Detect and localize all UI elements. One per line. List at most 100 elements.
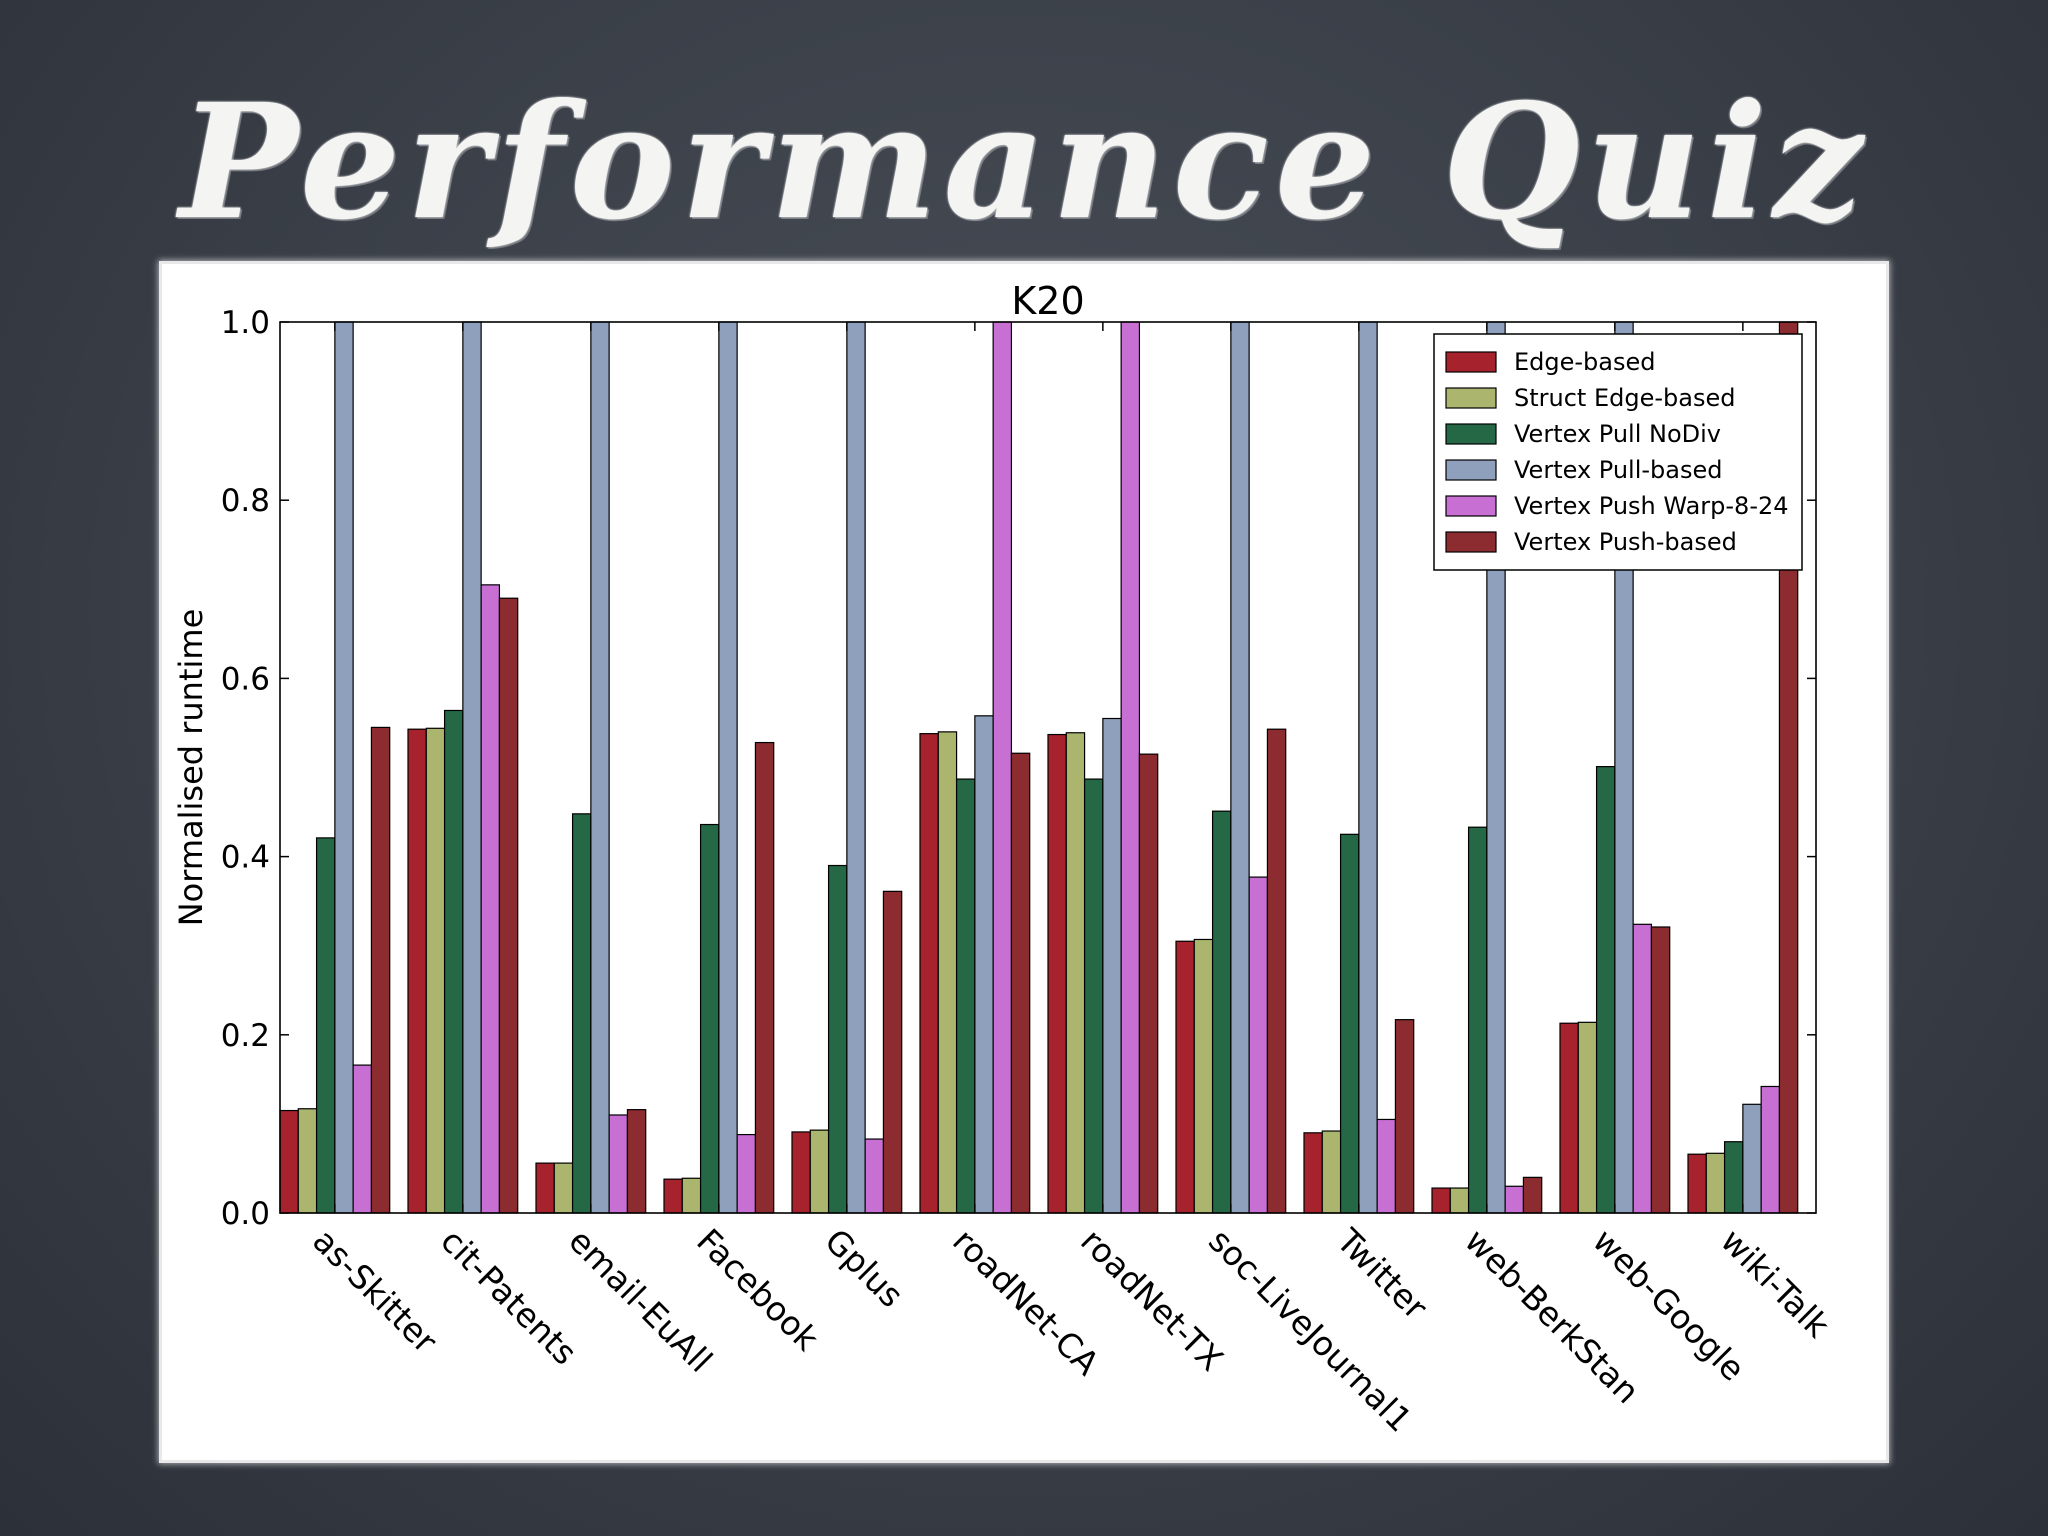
y-tick-label: 0.2 (221, 1018, 270, 1054)
bar-vertex-push-based (882, 890, 903, 1214)
bar-struct-edge-based (1705, 1152, 1726, 1214)
bar-edge-based (279, 1109, 299, 1214)
y-tick-label: 0.4 (221, 840, 270, 876)
bar-vertex-pull-nodiv (315, 837, 336, 1214)
legend-swatch (1445, 387, 1497, 409)
y-axis-label: Normalised runtime (172, 609, 210, 927)
bar-vertex-pull-based (334, 321, 354, 1214)
bar-vertex-pull-nodiv (1339, 833, 1360, 1214)
bar-vertex-push-warp-8-24 (352, 1064, 373, 1214)
bar-struct-edge-based (1321, 1130, 1342, 1214)
bar-edge-based (663, 1178, 683, 1214)
legend-label: Vertex Pull-based (1514, 456, 1722, 484)
bar-vertex-push-based (1394, 1019, 1415, 1214)
bar-vertex-pull-based (1102, 717, 1122, 1214)
bar-struct-edge-based (1449, 1187, 1470, 1214)
bar-edge-based (919, 733, 939, 1214)
x-tick-label: Gplus (817, 1221, 911, 1315)
bar-edge-based (1559, 1022, 1579, 1214)
x-tick-label: Twitter (1328, 1220, 1435, 1327)
bar-edge-based (1175, 940, 1195, 1214)
bar-vertex-push-warp-8-24 (1760, 1085, 1781, 1214)
bar-vertex-pull-based (1230, 321, 1250, 1214)
bar-vertex-pull-based (1742, 1103, 1762, 1214)
legend-label: Vertex Push-based (1514, 528, 1737, 556)
bar-edge-based (1303, 1132, 1323, 1214)
bar-vertex-pull-nodiv (1723, 1141, 1744, 1214)
bar-vertex-push-based (370, 726, 391, 1214)
bar-vertex-push-warp-8-24 (608, 1114, 629, 1214)
bar-vertex-pull-nodiv (1211, 810, 1232, 1214)
bar-vertex-pull-nodiv (571, 813, 592, 1214)
bar-vertex-push-warp-8-24 (1376, 1118, 1397, 1214)
x-tick-label: cit-Patents (433, 1221, 584, 1372)
legend-swatch (1445, 531, 1497, 553)
bar-struct-edge-based (425, 727, 446, 1214)
bar-vertex-pull-nodiv (955, 778, 976, 1214)
legend-label: Struct Edge-based (1514, 384, 1735, 412)
x-tick-label: as-Skitter (305, 1221, 445, 1361)
bar-vertex-push-based (754, 741, 775, 1214)
bar-vertex-push-based (1522, 1176, 1543, 1214)
bar-vertex-pull-based (1358, 321, 1378, 1214)
bar-edge-based (1687, 1153, 1707, 1214)
legend-box (1433, 333, 1803, 571)
bar-vertex-pull-nodiv (443, 709, 464, 1214)
bar-edge-based (407, 728, 427, 1214)
x-tick-label: wiki-Talk (1713, 1221, 1838, 1346)
legend-swatch (1445, 351, 1497, 373)
bar-vertex-push-based (498, 597, 519, 1214)
chart-title: K20 (1011, 279, 1084, 323)
bar-struct-edge-based (1193, 938, 1214, 1214)
bar-vertex-pull-nodiv (699, 823, 720, 1214)
y-tick-label: 1.0 (221, 305, 270, 341)
bar-vertex-push-warp-8-24 (480, 584, 501, 1214)
bar-vertex-push-based (1138, 753, 1159, 1214)
bar-struct-edge-based (297, 1108, 318, 1214)
bar-edge-based (1047, 733, 1067, 1214)
y-tick-label: 0.8 (221, 483, 270, 519)
bar-vertex-push-based (1650, 926, 1671, 1214)
bar-vertex-pull-based (846, 321, 866, 1214)
bar-edge-based (535, 1162, 555, 1214)
legend-label: Vertex Pull NoDiv (1514, 420, 1721, 448)
legend-label: Vertex Push Warp-8-24 (1514, 492, 1789, 520)
legend-label: Edge-based (1514, 348, 1656, 376)
bar-vertex-push-based (1010, 752, 1031, 1214)
chart-card: K20 Normalised runtime 0.0 0.2 0.4 0.6 0.8 1.0 a… (162, 264, 1886, 1460)
bar-struct-edge-based (937, 731, 958, 1214)
bar-struct-edge-based (553, 1162, 574, 1214)
bar-vertex-push-based (626, 1109, 647, 1214)
bar-struct-edge-based (1065, 732, 1086, 1214)
bar-vertex-pull-nodiv (1467, 826, 1488, 1214)
bar-struct-edge-based (809, 1129, 830, 1214)
bar-struct-edge-based (1577, 1021, 1598, 1214)
bar-chart: K20 Normalised runtime 0.0 0.2 0.4 0.6 0.8 1.0 a… (172, 279, 1838, 1440)
bar-vertex-push-warp-8-24 (1248, 876, 1269, 1214)
bar-vertex-pull-based (590, 321, 610, 1214)
bar-vertex-push-warp-8-24 (864, 1138, 885, 1214)
y-tick-label: 0.0 (221, 1196, 270, 1232)
bar-edge-based (791, 1131, 811, 1214)
bar-vertex-push-warp-8-24 (1632, 923, 1653, 1214)
bar-vertex-push-warp-8-24 (992, 321, 1013, 1214)
bar-vertex-pull-nodiv (1083, 778, 1104, 1214)
bar-vertex-push-warp-8-24 (736, 1133, 757, 1214)
plot-frame (279, 321, 1817, 1214)
bar-vertex-pull-based (462, 321, 482, 1214)
bar-vertex-pull-nodiv (1595, 766, 1616, 1214)
bar-vertex-push-based (1266, 728, 1287, 1214)
bar-vertex-push-warp-8-24 (1120, 321, 1141, 1214)
bar-edge-based (1431, 1187, 1451, 1214)
bar-struct-edge-based (681, 1177, 702, 1214)
legend-swatch (1445, 459, 1497, 481)
bar-vertex-push-warp-8-24 (1504, 1185, 1525, 1214)
y-tick-label: 0.6 (221, 661, 270, 697)
slide-title: Performance Quiz (179, 70, 1869, 255)
bar-vertex-pull-based (974, 715, 994, 1214)
legend-swatch (1445, 423, 1497, 445)
x-tick-label: Facebook (689, 1221, 827, 1359)
bar-vertex-pull-based (718, 321, 738, 1214)
bar-vertex-pull-nodiv (827, 864, 848, 1214)
legend-swatch (1445, 495, 1497, 517)
